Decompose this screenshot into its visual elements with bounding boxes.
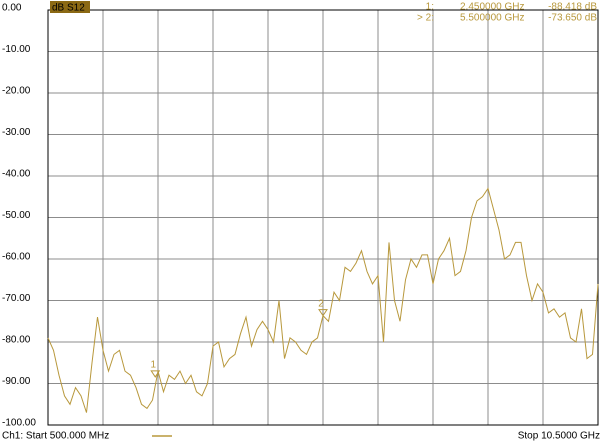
trace-label-bg xyxy=(50,1,90,13)
marker-triangle xyxy=(318,309,328,317)
marker-label: 1 xyxy=(150,360,156,371)
marker-readout-y: -88.418 dB xyxy=(548,2,597,13)
start-label: Ch1: Start 500.000 MHz xyxy=(2,431,109,442)
stop-label: Stop 10.5000 GHz xyxy=(518,431,600,442)
y-tick-label: 0.00 xyxy=(2,3,22,14)
marker-readout-name: 1: xyxy=(426,2,434,13)
y-tick-label: -100.00 xyxy=(2,418,36,429)
y-tick-label: -40.00 xyxy=(2,169,31,180)
y-tick-label: -20.00 xyxy=(2,86,31,97)
marker-label: 2 xyxy=(318,298,324,309)
y-tick-label: -60.00 xyxy=(2,252,31,263)
marker-triangle xyxy=(150,370,161,378)
y-tick-label: -50.00 xyxy=(2,210,31,221)
plot-frame xyxy=(47,9,599,426)
marker-readout-name: > 2: xyxy=(417,13,434,24)
y-tick-label: -30.00 xyxy=(2,127,31,138)
y-tick-label: -10.00 xyxy=(2,44,31,55)
trace-label: dB S12 xyxy=(52,3,85,14)
y-tick-label: -90.00 xyxy=(2,376,31,387)
marker-readout-x: 2.450000 GHz xyxy=(460,2,525,13)
marker-readout-y: -73.650 dB xyxy=(548,13,597,24)
y-tick-label: -80.00 xyxy=(2,335,31,346)
y-tick-label: -70.00 xyxy=(2,293,31,304)
marker-readout-x: 5.500000 GHz xyxy=(460,13,525,24)
